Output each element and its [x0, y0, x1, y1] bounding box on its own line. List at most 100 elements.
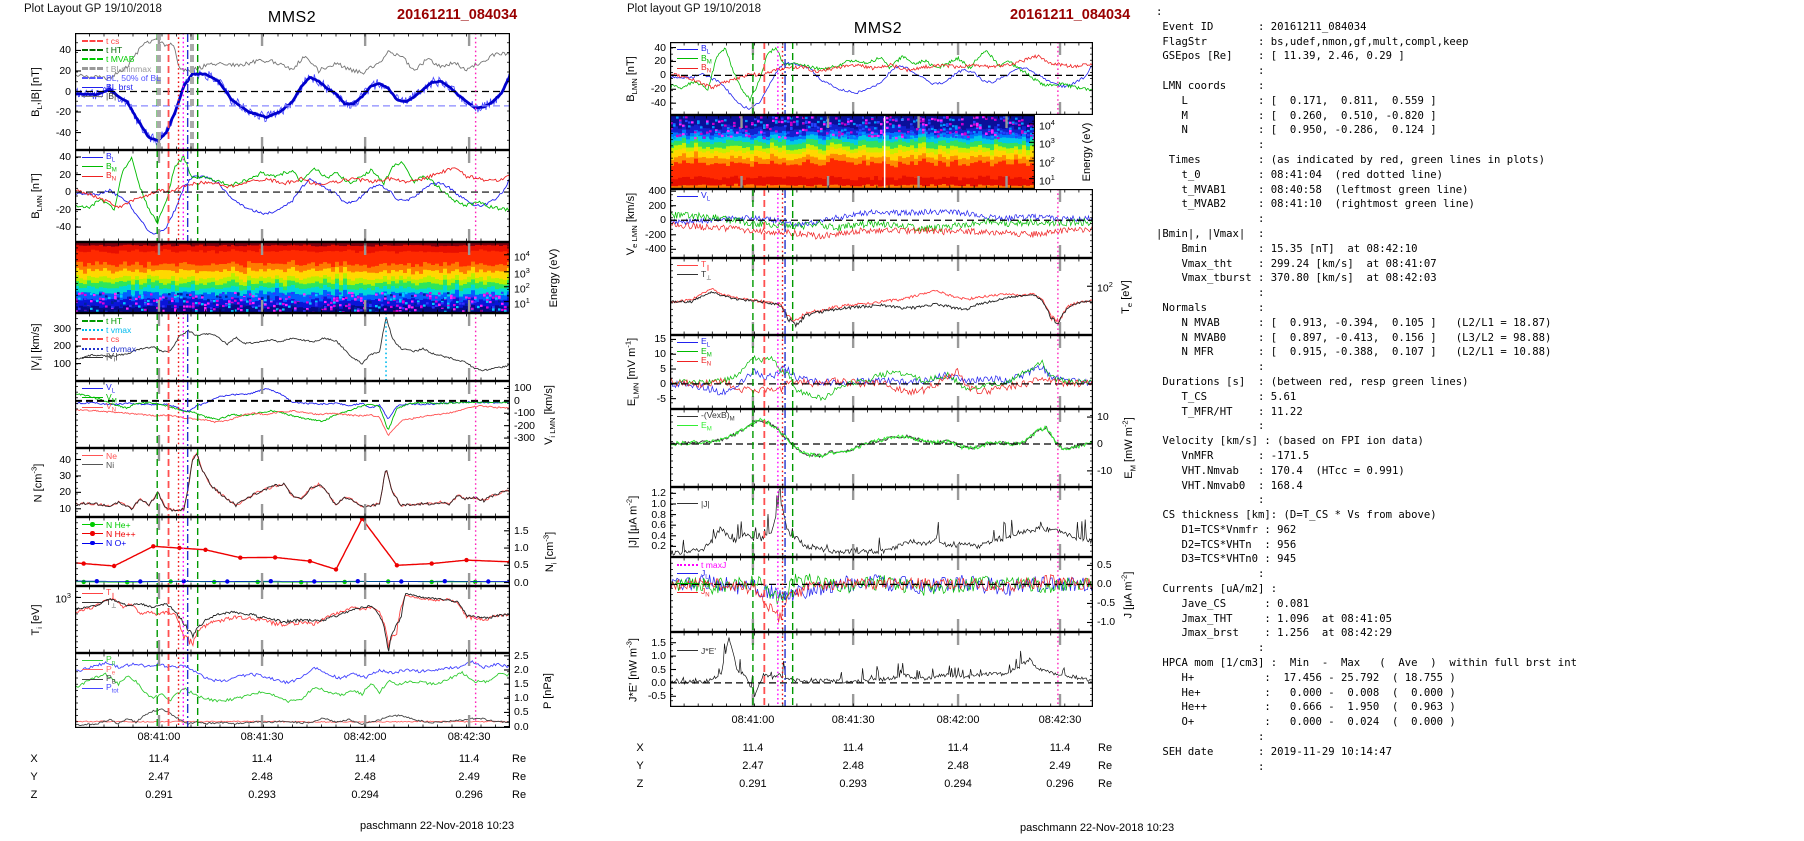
legend-label: t MVAB [106, 54, 135, 65]
legend-line-swatch [677, 67, 698, 69]
legend-label: BL brst [106, 82, 133, 93]
position-row-label: X [636, 742, 644, 754]
legend-label: BM [106, 160, 117, 174]
legend: VL VM VN [82, 382, 117, 414]
legend-line-swatch [82, 166, 103, 168]
y-tick-label: -40 [650, 97, 666, 110]
y-axis-label: ELMN [mV m-1] [623, 337, 641, 407]
info-line: : [1156, 6, 1163, 18]
info-line: Currents [uA/m2] : [1156, 583, 1278, 596]
legend-line-swatch [82, 175, 103, 177]
panel-ion-spectrogram-plot [75, 242, 510, 313]
legend: N He+ N He++ N O+ [82, 520, 136, 548]
legend-line-swatch [82, 357, 103, 359]
info-line: He++ : 0.666 - 1.950 ( 0.963 ) [1156, 701, 1456, 714]
legend-label: T∥ [701, 259, 710, 273]
legend-entry: EM [677, 346, 712, 358]
time-tick-label: 08:42:00 [343, 731, 387, 743]
legend-line-swatch [82, 678, 103, 680]
legend-line-swatch [82, 347, 103, 350]
info-line: LMN coords : [1156, 79, 1265, 92]
legend-entry: BM [677, 53, 712, 65]
position-value: 11.4 [742, 742, 764, 754]
legend: Ne Ni [82, 451, 117, 470]
info-line: T_CS : 5.61 [1156, 390, 1297, 403]
position-value: 2.48 [947, 760, 969, 772]
panel-j-mag-plot [670, 487, 1093, 557]
dot-marker [90, 531, 95, 536]
y-tick-label: 0.5 [514, 559, 529, 572]
legend: BL BM BN [82, 151, 117, 183]
y-tick-label: -40 [55, 126, 71, 139]
legend: BL BM BN [677, 43, 712, 75]
legend-entry: VN [82, 401, 117, 414]
y-axis-label: J*E' [nW m-3] [624, 637, 640, 702]
legend-line-swatch [82, 39, 103, 42]
position-value: 11.4 [251, 753, 273, 765]
legend-label: t dvmax [106, 343, 137, 354]
legend-entry: T∥ [677, 259, 712, 273]
legend-line-swatch [82, 464, 103, 466]
position-value: 0.296 [455, 789, 483, 801]
y-tick-label: 102 [514, 280, 530, 296]
y-tick-label: 2.5 [514, 649, 529, 662]
legend: -(VexB)M EM [677, 410, 735, 432]
legend-line-swatch [82, 67, 103, 71]
panel-pressure-plot [75, 653, 510, 728]
info-line: : [1156, 420, 1265, 433]
legend-line-swatch [82, 388, 103, 390]
legend-label: VL [106, 382, 116, 396]
legend-label: Ne [106, 450, 117, 461]
info-line: : [1156, 139, 1265, 152]
legend-entry: N O+ [82, 538, 136, 548]
info-line: Vmax_tht : 299.24 [km/s] at 08:41:07 [1156, 257, 1437, 270]
position-value: 2.49 [458, 771, 480, 783]
y-tick-label: 20 [59, 168, 71, 181]
legend-line-swatch [677, 582, 698, 584]
spacecraft-title: MMS2 [853, 20, 903, 37]
position-value: 2.47 [148, 771, 170, 783]
position-value: 11.4 [354, 753, 376, 765]
time-tick-label: 08:41:00 [731, 714, 775, 726]
panel-bl-babs-plot [75, 33, 510, 150]
legend-entry: |Vi| [82, 351, 136, 364]
position-row-label: Z [30, 789, 38, 801]
legend-entry: t maxJ [677, 560, 726, 570]
position-value: 0.293 [839, 778, 867, 790]
legend-entry: -(VexB)M [677, 410, 735, 423]
legend-label: T⊥ [106, 596, 117, 610]
info-line: H+ : 17.456 - 25.792 ( 18.755 ) [1156, 671, 1456, 684]
legend-label: VL [701, 190, 711, 204]
legend-label: EN [701, 354, 712, 368]
y-tick-label: 0.0 [1097, 578, 1112, 591]
y-tick-label: 20 [654, 55, 666, 68]
position-unit: Re [1098, 742, 1113, 754]
legend-entry: EM [677, 420, 735, 432]
event-id-title: 20161211_084034 [397, 7, 518, 23]
legend-label: t vmax [106, 324, 132, 335]
y-axis-label: EM [mW m-2] [1120, 417, 1138, 479]
info-line: : [1156, 287, 1265, 300]
position-row-label: Y [636, 760, 644, 772]
y-tick-label: 104 [514, 248, 530, 264]
legend-entry: t BLminmax [82, 64, 161, 74]
info-line: Normals : [1156, 301, 1265, 314]
position-row-label: Z [636, 778, 644, 790]
position-value: 0.291 [739, 778, 767, 790]
legend-label: t HT [106, 44, 123, 55]
position-value: 2.47 [742, 760, 764, 772]
legend-entry: |J| [677, 499, 710, 509]
legend-entry: T⊥ [677, 269, 712, 281]
info-line: : [1156, 213, 1265, 226]
legend-line-swatch [82, 522, 103, 527]
legend-label: |B| [106, 91, 117, 102]
y-tick-label: 0 [65, 186, 71, 199]
y-tick-label: 30 [59, 469, 71, 482]
legend: t HT t vmax t cs t dvmax |Vi| [82, 316, 137, 364]
y-tick-label: -10 [1097, 464, 1113, 477]
position-unit: Re [512, 771, 527, 783]
legend-entry: JM [677, 577, 726, 590]
legend: t maxJ JL JM JN [677, 560, 726, 599]
panel-em-vexb-plot [670, 409, 1093, 487]
position-value: 0.294 [351, 789, 379, 801]
